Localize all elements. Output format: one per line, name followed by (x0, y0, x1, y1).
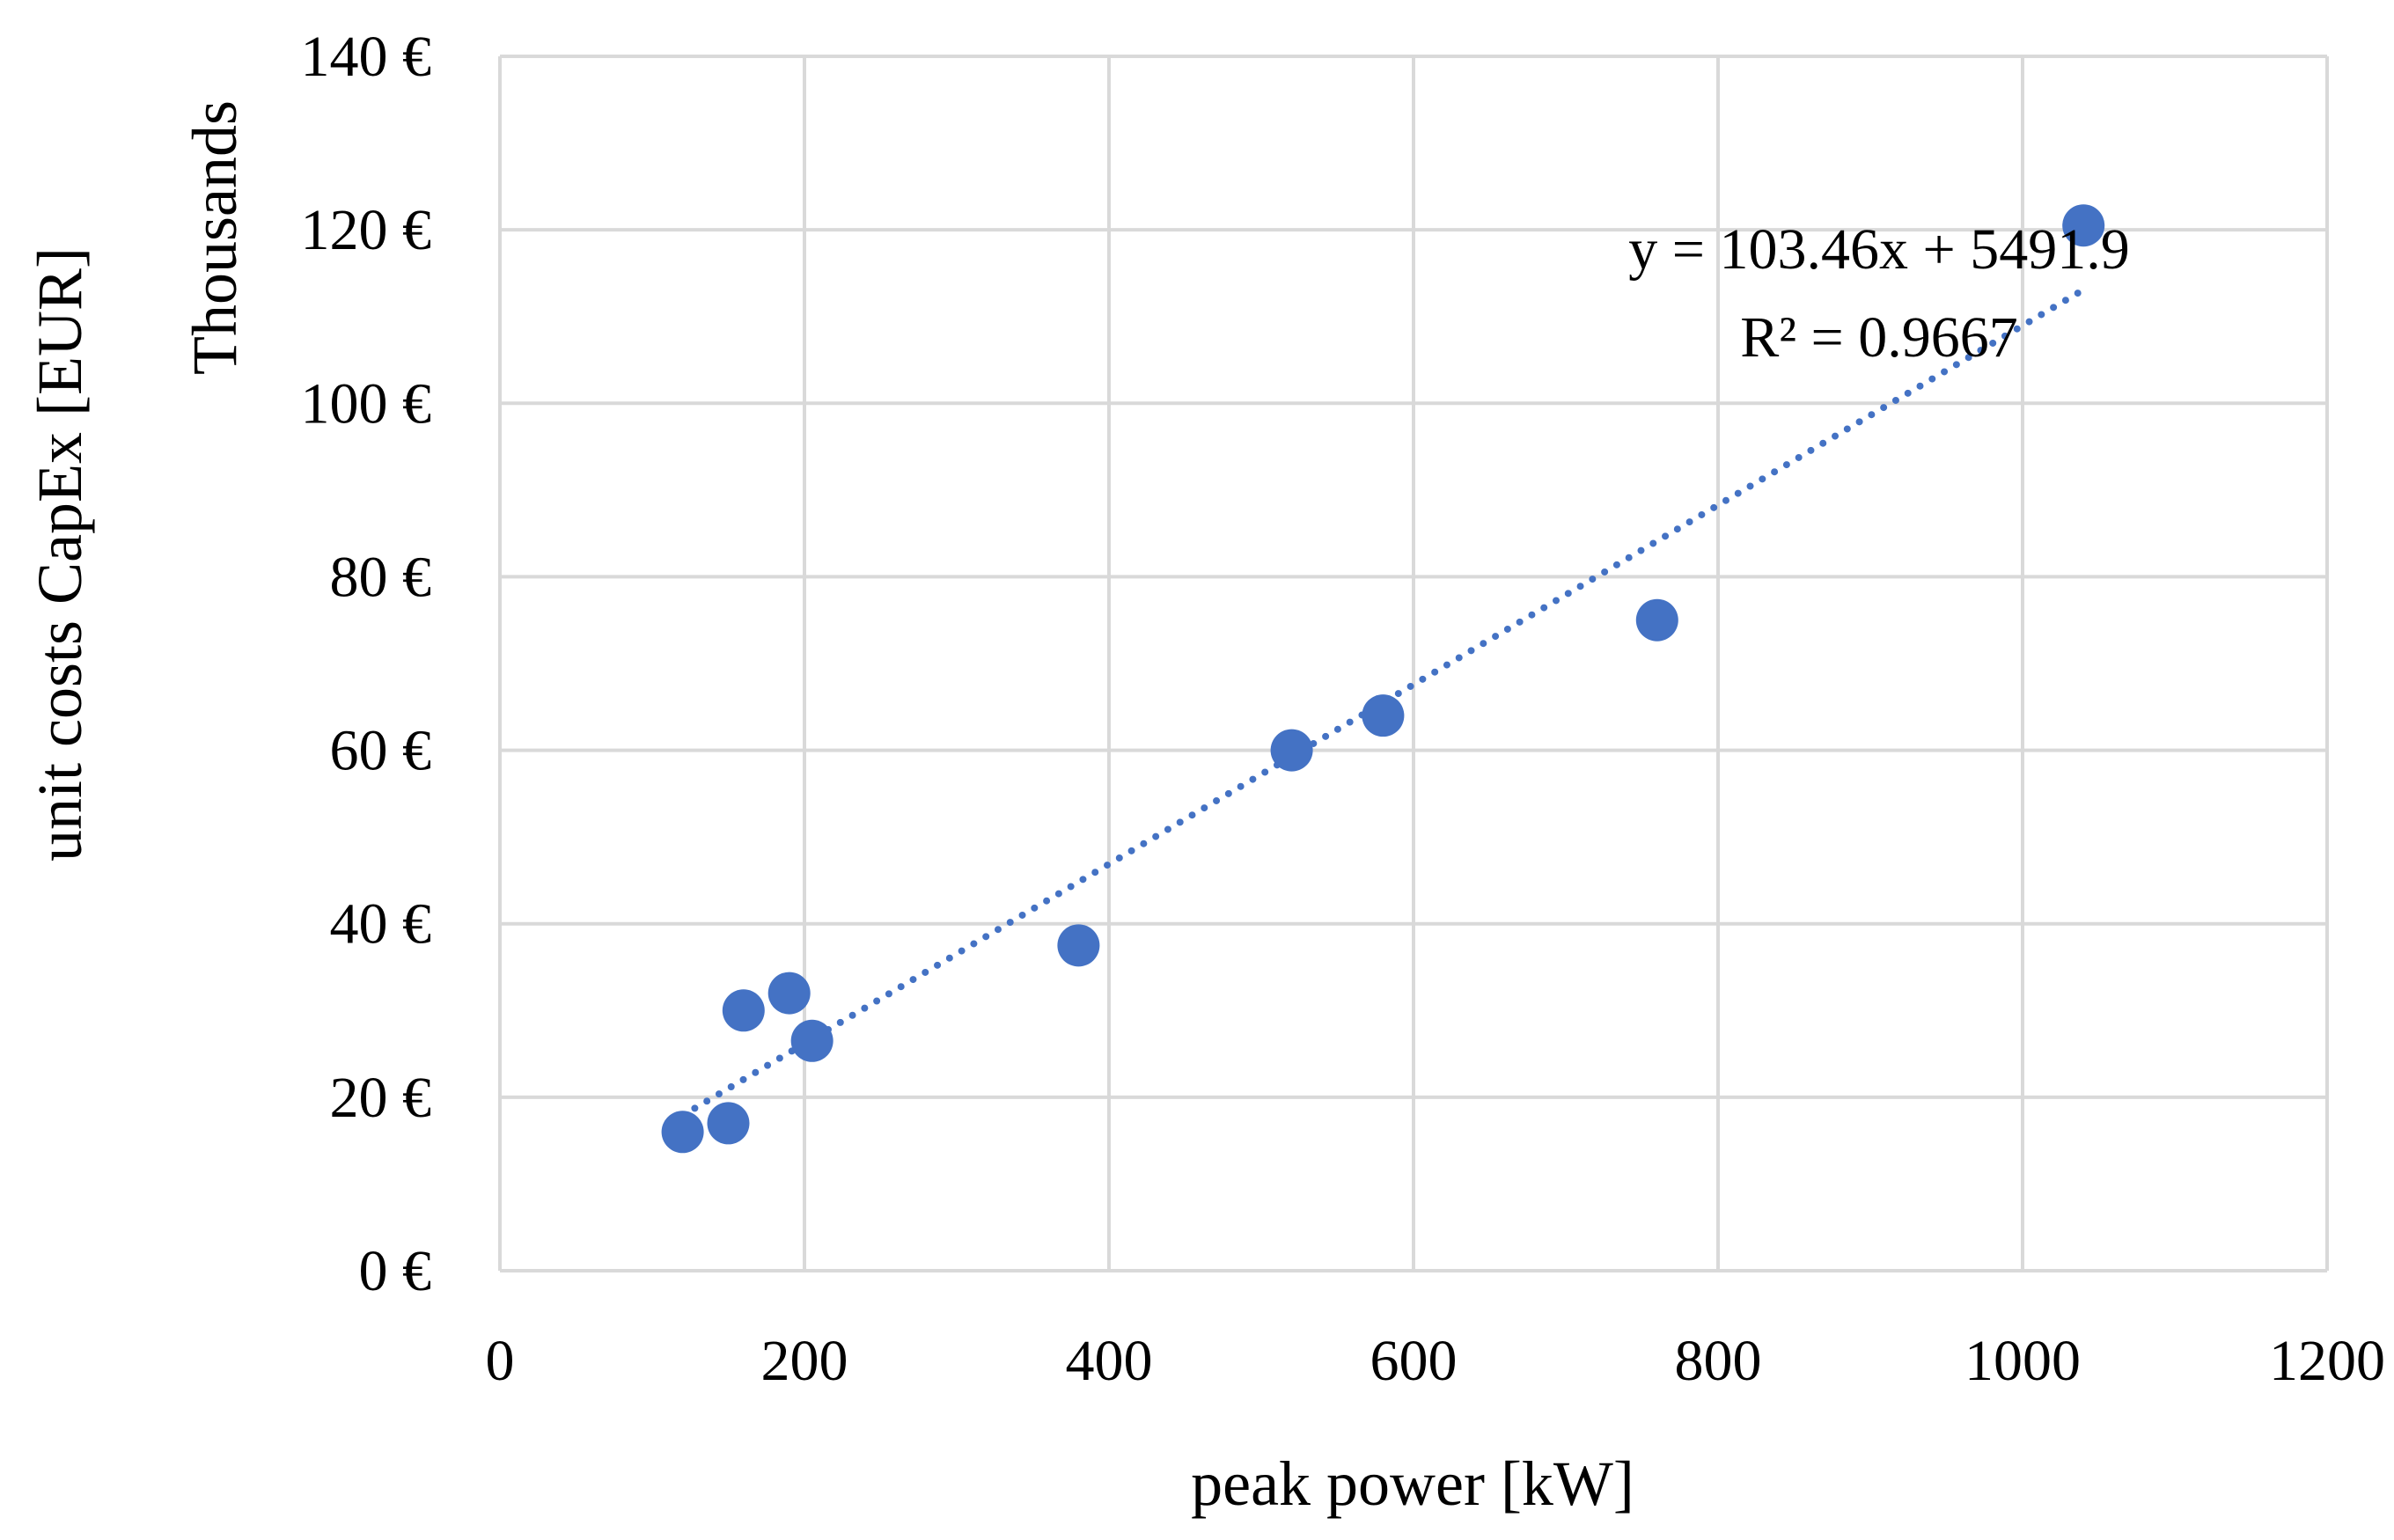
y-axis-title: unit costs CapEx [EUR] (25, 247, 95, 862)
data-point-1 (661, 1111, 704, 1154)
trendline (679, 286, 2088, 1119)
data-point-3 (722, 989, 765, 1032)
y-tick-20: 20 € (330, 1066, 432, 1130)
trendline-r-squared: R² = 0.9667 (1740, 305, 2018, 370)
trendline-equation: y = 103.46x + 5491.9 (1628, 217, 2129, 282)
x-tick-0: 0 (486, 1329, 515, 1393)
y-tick-120: 120 € (301, 198, 432, 262)
data-points (661, 204, 2105, 1154)
data-point-7 (1270, 729, 1313, 772)
x-tick-400: 400 (1066, 1329, 1153, 1393)
x-axis-title: peak power [kW] (1191, 1448, 1634, 1519)
x-tick-1200: 1200 (2269, 1329, 2385, 1393)
x-tick-800: 800 (1675, 1329, 1762, 1393)
y-tick-0: 0 € (359, 1239, 432, 1303)
data-point-8 (1362, 694, 1405, 737)
y-display-unit-label: Thousands (180, 100, 250, 375)
data-point-2 (707, 1102, 750, 1145)
data-point-6 (1057, 924, 1100, 967)
x-tick-600: 600 (1370, 1329, 1458, 1393)
data-point-9 (1635, 598, 1678, 642)
grid-lines (498, 55, 2329, 1272)
data-point-4 (767, 972, 811, 1015)
y-tick-100: 100 € (301, 371, 432, 436)
y-tick-labels: 0 € 20 € 40 € 60 € 80 € 100 € 120 € 140 € (301, 25, 432, 1303)
y-tick-40: 40 € (330, 892, 432, 957)
x-tick-200: 200 (761, 1329, 848, 1393)
data-point-5 (790, 1019, 833, 1062)
x-tick-1000: 1000 (1964, 1329, 2081, 1393)
data-point-10 (2062, 204, 2105, 247)
y-tick-140: 140 € (301, 25, 432, 89)
y-tick-60: 60 € (330, 719, 432, 783)
x-tick-labels: 0 200 400 600 800 1000 1200 (486, 1329, 2386, 1393)
y-tick-80: 80 € (330, 545, 432, 609)
trendline-group (679, 286, 2088, 1119)
